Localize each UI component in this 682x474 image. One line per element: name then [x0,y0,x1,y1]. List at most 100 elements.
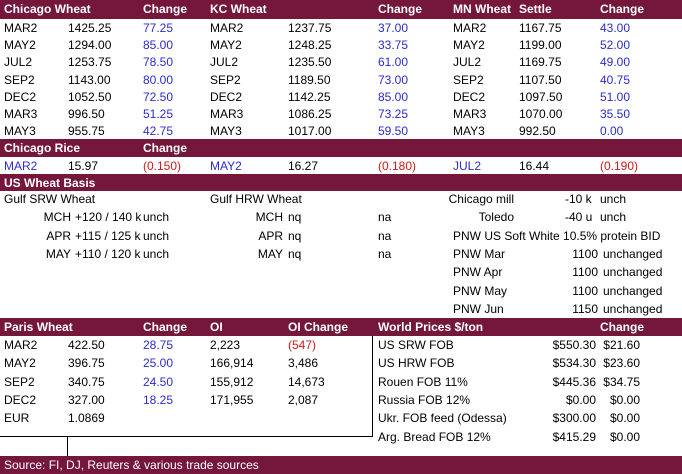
change: $0.00 [609,392,640,407]
basis-value: -40 u [565,210,593,225]
contract: MAY3 [453,124,485,139]
column-header: Settle [519,2,552,16]
price: 1143.00 [68,72,111,87]
price: 1199.00 [519,38,562,53]
price: 1070.00 [519,107,563,121]
basis-value: +120 / 140 k [75,210,142,225]
column-header: Change [143,320,188,334]
column-header: Change [600,2,645,16]
change: $23.60 [603,356,640,371]
contract: MAR2 [4,338,38,352]
month: MAY [257,246,283,261]
contract: MAY3 [210,124,242,139]
open-interest: 155,912 [210,374,254,389]
currency: EUR [4,411,30,426]
month: MCH [43,210,71,225]
group-title: Gulf HRW Wheat [210,192,302,206]
contract: MAR2 [210,21,244,35]
change: 33.75 [378,38,409,53]
month: PNW Apr [453,265,503,280]
price: 1253.75 [68,55,112,70]
change: 80.00 [143,72,174,87]
change: 18.25 [143,392,174,407]
location: Chicago mill [448,192,514,206]
price: 1142.25 [288,89,331,104]
origin: US HRW FOB [378,356,455,371]
column-header: Change [378,2,423,16]
contract: MAY2 [210,38,242,53]
column-header: Change [143,2,188,16]
box-line [67,436,68,456]
box-line [372,336,373,437]
column-header: Chicago Wheat [4,2,91,16]
price: 992.50 [519,124,556,139]
change: 28.75 [143,338,174,352]
change: 73.25 [378,107,409,121]
price: 15.97 [68,159,99,173]
price: 996.50 [68,107,105,121]
price: 1169.75 [519,55,562,70]
price: 327.00 [68,392,105,407]
bid: 1100 [572,246,598,261]
contract: MAR3 [453,107,487,121]
open-interest: 2,223 [210,338,241,352]
month: MCH [255,210,283,225]
column-header: OI [210,320,223,334]
price: $534.30 [552,356,596,371]
price: 396.75 [68,356,105,371]
origin: Russia FOB 12% [378,392,471,407]
change: 42.75 [143,124,174,139]
open-interest: 166,914 [210,356,254,371]
change: unchanged [603,265,663,280]
price: 1167.75 [519,21,562,35]
open-interest: 171,955 [210,392,254,407]
header-band [0,174,682,191]
change: unchanged [603,283,663,298]
bid: 1100 [572,265,598,280]
change: $0.00 [609,429,640,444]
change: 35.50 [600,107,631,121]
price: 16.44 [519,159,550,173]
contract: MAY3 [4,124,36,139]
contract: MAY2 [210,159,242,173]
change: 43.00 [600,21,631,35]
section-title: Chicago Rice [4,141,81,155]
month: APR [258,228,283,243]
contract: JUL2 [4,55,33,70]
change: unch [143,210,170,225]
basis-value: -10 k [565,192,592,206]
change: $21.60 [603,338,640,352]
change: 49.00 [600,55,631,70]
column-header: Change [600,320,645,334]
change: 85.00 [143,38,174,53]
price: 1107.50 [519,72,562,87]
price: $415.29 [552,429,596,444]
origin: Rouen FOB 11% [378,374,468,389]
origin: Arg. Bread FOB 12% [378,429,491,444]
price: $445.36 [552,374,596,389]
contract: SEP2 [210,72,241,87]
change: 78.50 [143,55,174,70]
contract: MAY2 [4,356,36,371]
contract: SEP2 [4,374,35,389]
price: 955.75 [68,124,105,139]
contract: MAY2 [453,38,485,53]
month: APR [46,228,71,243]
contract: SEP2 [453,72,484,87]
footer-band [0,456,682,474]
change: 37.00 [378,21,409,35]
change: unch [143,246,170,261]
location: Toledo [478,210,514,225]
change: na [378,210,392,225]
change: 25.00 [143,356,174,371]
price: 1294.00 [68,38,112,53]
contract: MAR2 [4,21,38,35]
basis-value: nq [288,228,302,243]
price: 422.50 [68,338,105,352]
change: unch [600,210,627,225]
change: $34.75 [603,374,640,389]
price: 1097.50 [519,89,563,104]
price: 1425.25 [68,21,112,35]
change: 0.00 [600,124,624,139]
